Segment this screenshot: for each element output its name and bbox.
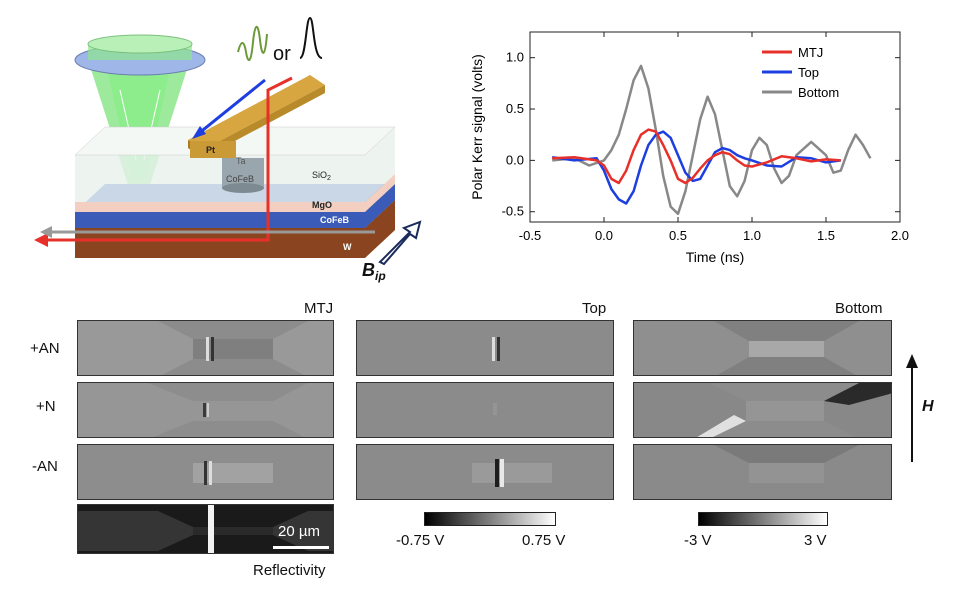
colorbar-bottom-min: -3 V — [684, 532, 712, 549]
col-label-top: Top — [582, 300, 607, 317]
kerr-signal-chart: -0.5 0.0 0.5 1.0 1.5 2.0 -0.5 0.0 0.5 1.0 MTJ Top B… — [469, 31, 909, 265]
device-schematic: CoFeB Ta Pt or SiO2 MgO CoFeB W Bip — [34, 16, 422, 283]
colorbar-top — [424, 512, 556, 526]
mtj-pillar: CoFeB Ta — [222, 156, 264, 193]
kerr-image-top-minus-an — [356, 444, 614, 500]
series-line-mtj — [552, 128, 841, 185]
ta-label: Ta — [236, 156, 246, 166]
x-tick-label: 0.5 — [669, 228, 687, 243]
y-tick-label: 1.0 — [506, 50, 524, 65]
x-tick-label: -0.5 — [519, 228, 541, 243]
x-tick-label: 1.5 — [817, 228, 835, 243]
pt-electrode: Pt — [188, 75, 325, 158]
x-axis-label: Time (ns) — [686, 249, 745, 265]
x-tick-label: 0.0 — [595, 228, 613, 243]
colorbar-bottom-max: 3 V — [804, 532, 827, 549]
colorbar-bottom — [698, 512, 828, 526]
series-line-bottom — [552, 64, 872, 216]
reflectivity-label: Reflectivity — [253, 562, 326, 579]
row-label-minus-an: -AN — [32, 458, 58, 475]
legend-label-top: Top — [798, 65, 819, 80]
field-arrow-h — [906, 354, 918, 462]
sio2-label: SiO2 — [312, 170, 331, 182]
mgo-label: MgO — [312, 200, 332, 210]
kerr-image-mtj-minus-an — [77, 444, 334, 500]
y-tick-label: 0.0 — [506, 152, 524, 167]
scalebar-label: 20 µm — [278, 523, 320, 540]
col-label-mtj: MTJ — [304, 300, 334, 317]
row-label-plus-n: +N — [36, 398, 56, 415]
plot-frame — [529, 31, 901, 223]
cofeb-layer-label: CoFeB — [320, 215, 350, 225]
colorbar-top-min: -0.75 V — [396, 532, 445, 549]
col-label-bottom: Bottom — [835, 300, 883, 317]
kerr-image-top-plus-an — [356, 320, 614, 376]
y-tick-label: -0.5 — [502, 204, 524, 219]
chart-legend: MTJ Top Bottom — [762, 45, 839, 100]
x-tick-label: 2.0 — [891, 228, 909, 243]
pulse-icons: or — [237, 16, 323, 65]
current-arrows — [34, 76, 375, 247]
bip-label: Bip — [362, 260, 386, 283]
kerr-image-bottom-plus-an — [633, 320, 892, 376]
kerr-image-bottom-minus-an — [633, 444, 892, 500]
h-field-label: H — [922, 398, 934, 415]
legend-label-mtj: MTJ — [798, 45, 823, 60]
layer-stack — [74, 126, 396, 258]
colorbar-top-max: 0.75 V — [522, 532, 566, 549]
y-tick-label: 0.5 — [506, 101, 524, 116]
objective-lens — [74, 34, 206, 76]
kerr-image-top-plus-n — [356, 382, 614, 438]
laser-beam — [88, 60, 190, 185]
legend-label-bottom: Bottom — [798, 85, 839, 100]
reflectivity-image: 20 µm — [77, 504, 334, 554]
x-tick-label: 1.0 — [743, 228, 761, 243]
y-axis-label: Polar Kerr signal (volts) — [469, 54, 485, 200]
kerr-image-bottom-plus-n — [633, 382, 892, 438]
cofeb-pillar-label: CoFeB — [226, 174, 254, 184]
row-label-plus-an: +AN — [30, 340, 60, 357]
series-line-top — [552, 130, 841, 205]
field-arrow-bip — [378, 220, 422, 266]
or-text: or — [273, 43, 291, 65]
kerr-image-mtj-plus-an — [77, 320, 334, 376]
w-layer-label: W — [343, 242, 352, 252]
kerr-image-mtj-plus-n — [77, 382, 334, 438]
pt-label: Pt — [206, 145, 215, 155]
